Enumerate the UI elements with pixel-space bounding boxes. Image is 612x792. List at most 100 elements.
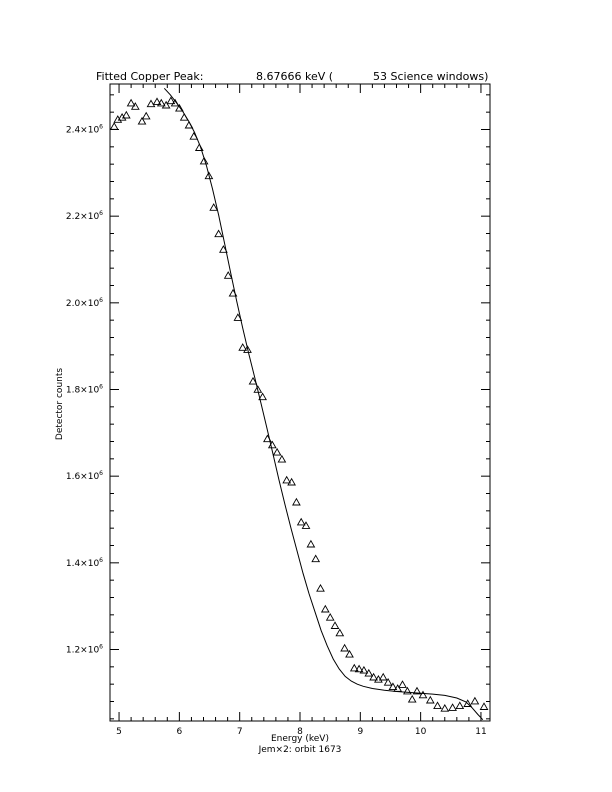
data-point-marker bbox=[316, 583, 325, 592]
x-tick-label: 9 bbox=[357, 727, 363, 737]
plot-axes bbox=[109, 83, 491, 722]
chart-title-peak-energy: 8.67666 keV ( bbox=[256, 70, 333, 83]
data-point-marker bbox=[354, 664, 364, 673]
data-point-marker bbox=[126, 98, 136, 107]
data-point-marker bbox=[175, 103, 184, 112]
data-point-marker bbox=[448, 703, 457, 711]
x-tick-label: 5 bbox=[116, 727, 122, 737]
data-point-marker bbox=[388, 682, 398, 691]
data-point-marker bbox=[325, 612, 335, 621]
y-tick-label: 1.4×106 bbox=[66, 557, 103, 569]
chart-footer: Jem×2: orbit 1673 bbox=[258, 745, 342, 755]
data-point-marker bbox=[272, 447, 282, 456]
x-axis-ticks: 5 6 7 8 9 10 11 bbox=[116, 84, 487, 737]
data-point-marker bbox=[179, 112, 189, 121]
data-point-marker bbox=[166, 96, 176, 105]
data-point-marker bbox=[248, 376, 258, 385]
x-tick-label: 11 bbox=[475, 727, 486, 737]
data-point-marker bbox=[301, 521, 311, 529]
data-point-marker bbox=[204, 171, 214, 180]
y-tick-label: 2.0×106 bbox=[66, 297, 103, 309]
data-point-marker bbox=[470, 696, 480, 705]
data-point-marker bbox=[330, 621, 340, 629]
data-point-marker bbox=[320, 604, 330, 613]
data-point-marker bbox=[425, 695, 435, 704]
data-point-marker bbox=[141, 111, 151, 120]
chart-title-label: Fitted Copper Peak: bbox=[96, 70, 203, 83]
y-tick-label: 1.2×106 bbox=[66, 644, 103, 656]
chart-title: Fitted Copper Peak: 8.67666 keV ( 53 Sci… bbox=[96, 70, 488, 83]
data-point-marker bbox=[137, 116, 147, 125]
data-point-marker bbox=[398, 680, 407, 688]
data-point-marker bbox=[407, 694, 417, 703]
y-tick-label: 1.6×106 bbox=[66, 470, 103, 482]
x-tick-label: 6 bbox=[176, 727, 182, 737]
data-point-marker bbox=[194, 143, 204, 151]
data-point-marker bbox=[258, 392, 267, 401]
data-point-marker bbox=[152, 97, 162, 106]
data-point-marker bbox=[219, 245, 228, 253]
data-point-marker bbox=[184, 120, 194, 129]
data-point-marker bbox=[364, 668, 374, 677]
data-point-marker bbox=[130, 102, 140, 110]
fit-curve bbox=[163, 87, 484, 721]
data-point-marker bbox=[369, 672, 378, 681]
data-point-marker bbox=[345, 649, 354, 658]
data-marker-layer bbox=[109, 96, 489, 712]
data-point-marker bbox=[228, 288, 238, 297]
data-point-marker bbox=[418, 690, 428, 699]
y-tick-label: 2.2×106 bbox=[66, 210, 103, 222]
x-tick-label: 8 bbox=[297, 727, 303, 737]
data-point-marker bbox=[209, 203, 219, 211]
data-point-marker bbox=[109, 122, 119, 130]
x-tick-label: 7 bbox=[237, 727, 243, 737]
data-point-marker bbox=[282, 475, 292, 484]
data-point-marker bbox=[440, 703, 450, 712]
data-point-marker bbox=[267, 440, 277, 449]
y-axis-ticks: 1.2×106 1.4×106 1.6×106 1.8×106 2.0×106 2.2×1… bbox=[66, 94, 490, 720]
data-point-marker bbox=[243, 345, 252, 353]
data-point-marker bbox=[117, 112, 127, 121]
y-axis-title: Detector counts bbox=[55, 368, 65, 440]
data-point-marker bbox=[463, 699, 473, 707]
data-point-marker bbox=[233, 313, 243, 321]
x-axis-title: Energy (keV) bbox=[271, 734, 329, 744]
data-point-marker bbox=[199, 156, 209, 165]
data-point-marker bbox=[378, 672, 388, 681]
data-point-marker bbox=[121, 110, 131, 119]
plot-frame bbox=[109, 83, 491, 722]
data-point-marker bbox=[170, 98, 180, 107]
data-point-marker bbox=[403, 686, 412, 695]
data-point-marker bbox=[287, 477, 296, 486]
data-point-marker bbox=[412, 686, 422, 695]
data-point-marker bbox=[292, 497, 301, 506]
data-point-marker bbox=[296, 517, 306, 526]
data-point-marker bbox=[263, 434, 272, 443]
data-point-marker bbox=[359, 665, 369, 674]
fit-curve-layer bbox=[163, 87, 484, 721]
data-point-marker bbox=[214, 229, 223, 238]
data-point-marker bbox=[479, 702, 489, 710]
data-point-marker bbox=[349, 663, 359, 672]
data-point-marker bbox=[311, 554, 321, 563]
data-point-marker bbox=[161, 100, 171, 109]
chart-title-window-count: 53 Science windows) bbox=[373, 70, 488, 83]
data-point-marker bbox=[340, 643, 349, 652]
y-tick-label: 1.8×106 bbox=[66, 384, 103, 396]
data-point-marker bbox=[223, 271, 233, 279]
x-tick-label: 10 bbox=[415, 727, 427, 737]
data-point-marker bbox=[433, 701, 442, 710]
data-point-marker bbox=[393, 684, 403, 692]
data-point-marker bbox=[306, 539, 316, 548]
data-point-marker bbox=[156, 98, 166, 107]
data-point-marker bbox=[383, 677, 393, 686]
data-point-marker bbox=[277, 454, 287, 463]
data-point-marker bbox=[455, 701, 465, 710]
data-point-marker bbox=[253, 385, 263, 393]
data-point-marker bbox=[189, 131, 199, 140]
data-point-marker bbox=[238, 343, 248, 351]
data-point-marker bbox=[335, 628, 345, 637]
data-point-marker bbox=[146, 99, 156, 108]
y-tick-label: 2.4×106 bbox=[66, 124, 103, 136]
